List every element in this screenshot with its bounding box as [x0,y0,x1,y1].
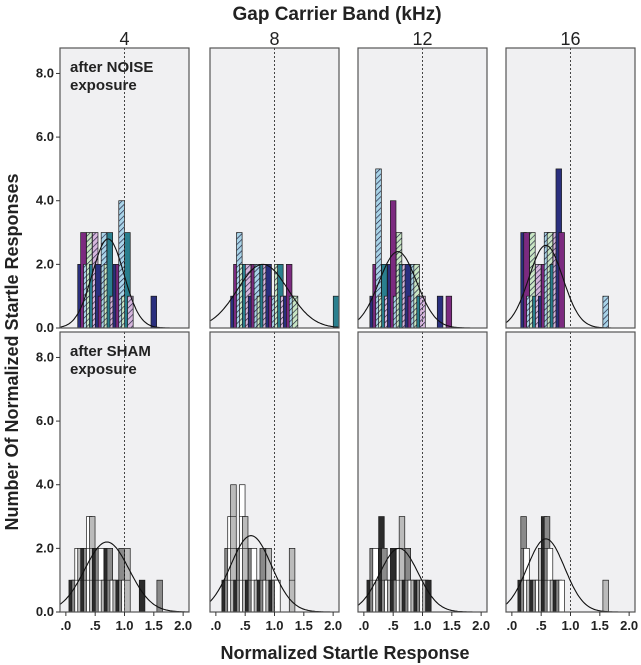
y-tick-label: 0.0 [36,320,54,335]
normal-fit-curve [209,263,340,328]
y-tick-label: 4.0 [36,477,54,492]
histogram-bar [602,579,609,613]
x-tick-label: 1.5 [443,618,461,633]
y-tick-label: 8.0 [36,65,54,80]
panel-sham-12khz: .0 .5 1.0 1.5 2.0 [357,331,490,633]
panel-frame [357,47,488,329]
panel-noise-8khz [209,47,340,329]
column-header-4khz: 4 [119,29,129,49]
panel-sham-16khz: .0 .5 1.0 1.5 2.0 [505,331,638,633]
panel-frame [505,47,636,329]
histogram-bar [445,295,453,329]
panel-sham-8khz: .0 .5 1.0 1.5 2.0 [209,331,342,633]
histogram-bar [558,579,565,613]
y-tick-label: 8.0 [36,349,54,364]
panel-frame [59,47,190,329]
histogram-bar [332,295,340,329]
column-header-8khz: 8 [269,29,279,49]
panel-frame [209,47,340,329]
x-tick-label: .5 [90,618,101,633]
y-tick-label: 2.0 [36,540,54,555]
figure-title: Gap Carrier Band (kHz) [232,4,441,25]
x-tick-label: 1.0 [561,618,579,633]
x-tick-label: .5 [240,618,251,633]
column-header-16khz: 16 [560,29,580,49]
panel-noise-12khz [357,47,488,329]
x-tick-label: 1.5 [145,618,163,633]
x-tick-label: .0 [506,618,517,633]
column-header-12khz: 12 [412,29,432,49]
x-tick-label: 1.0 [413,618,431,633]
x-tick-label: .0 [358,618,369,633]
x-tick-label: 1.0 [115,618,133,633]
x-tick-label: .5 [536,618,547,633]
histogram-bar [425,579,432,613]
x-tick-label: .0 [210,618,221,633]
panel-annotation: after NOISE [70,59,153,76]
y-tick-label: 4.0 [36,193,54,208]
y-axis-label: Number Of Normalized Startle Responses [2,173,22,530]
x-tick-label: 1.5 [591,618,609,633]
x-tick-label: 1.5 [295,618,313,633]
histogram-bar [150,295,157,329]
x-tick-label: 2.0 [174,618,192,633]
y-tick-label: 0.0 [36,604,54,619]
y-tick-label: 6.0 [36,413,54,428]
histogram-bar [602,295,609,329]
x-tick-label: 2.0 [324,618,342,633]
histogram-bar [291,295,299,329]
normal-fit-curve [59,541,189,613]
x-tick-label: .5 [388,618,399,633]
histogram-bar [138,579,146,613]
panel-annotation: after SHAM [70,343,151,360]
y-tick-label: 6.0 [36,129,54,144]
panel-noise-16khz [505,47,636,329]
histogram-bar [274,579,281,613]
x-tick-label: 2.0 [472,618,490,633]
panel-annotation: exposure [70,361,137,378]
x-tick-label: 2.0 [620,618,638,633]
x-tick-label: .0 [60,618,71,633]
x-axis-label: Normalized Startle Response [220,643,469,663]
y-tick-label: 2.0 [36,256,54,271]
x-tick-label: 1.0 [265,618,283,633]
panel-annotation: exposure [70,77,137,94]
